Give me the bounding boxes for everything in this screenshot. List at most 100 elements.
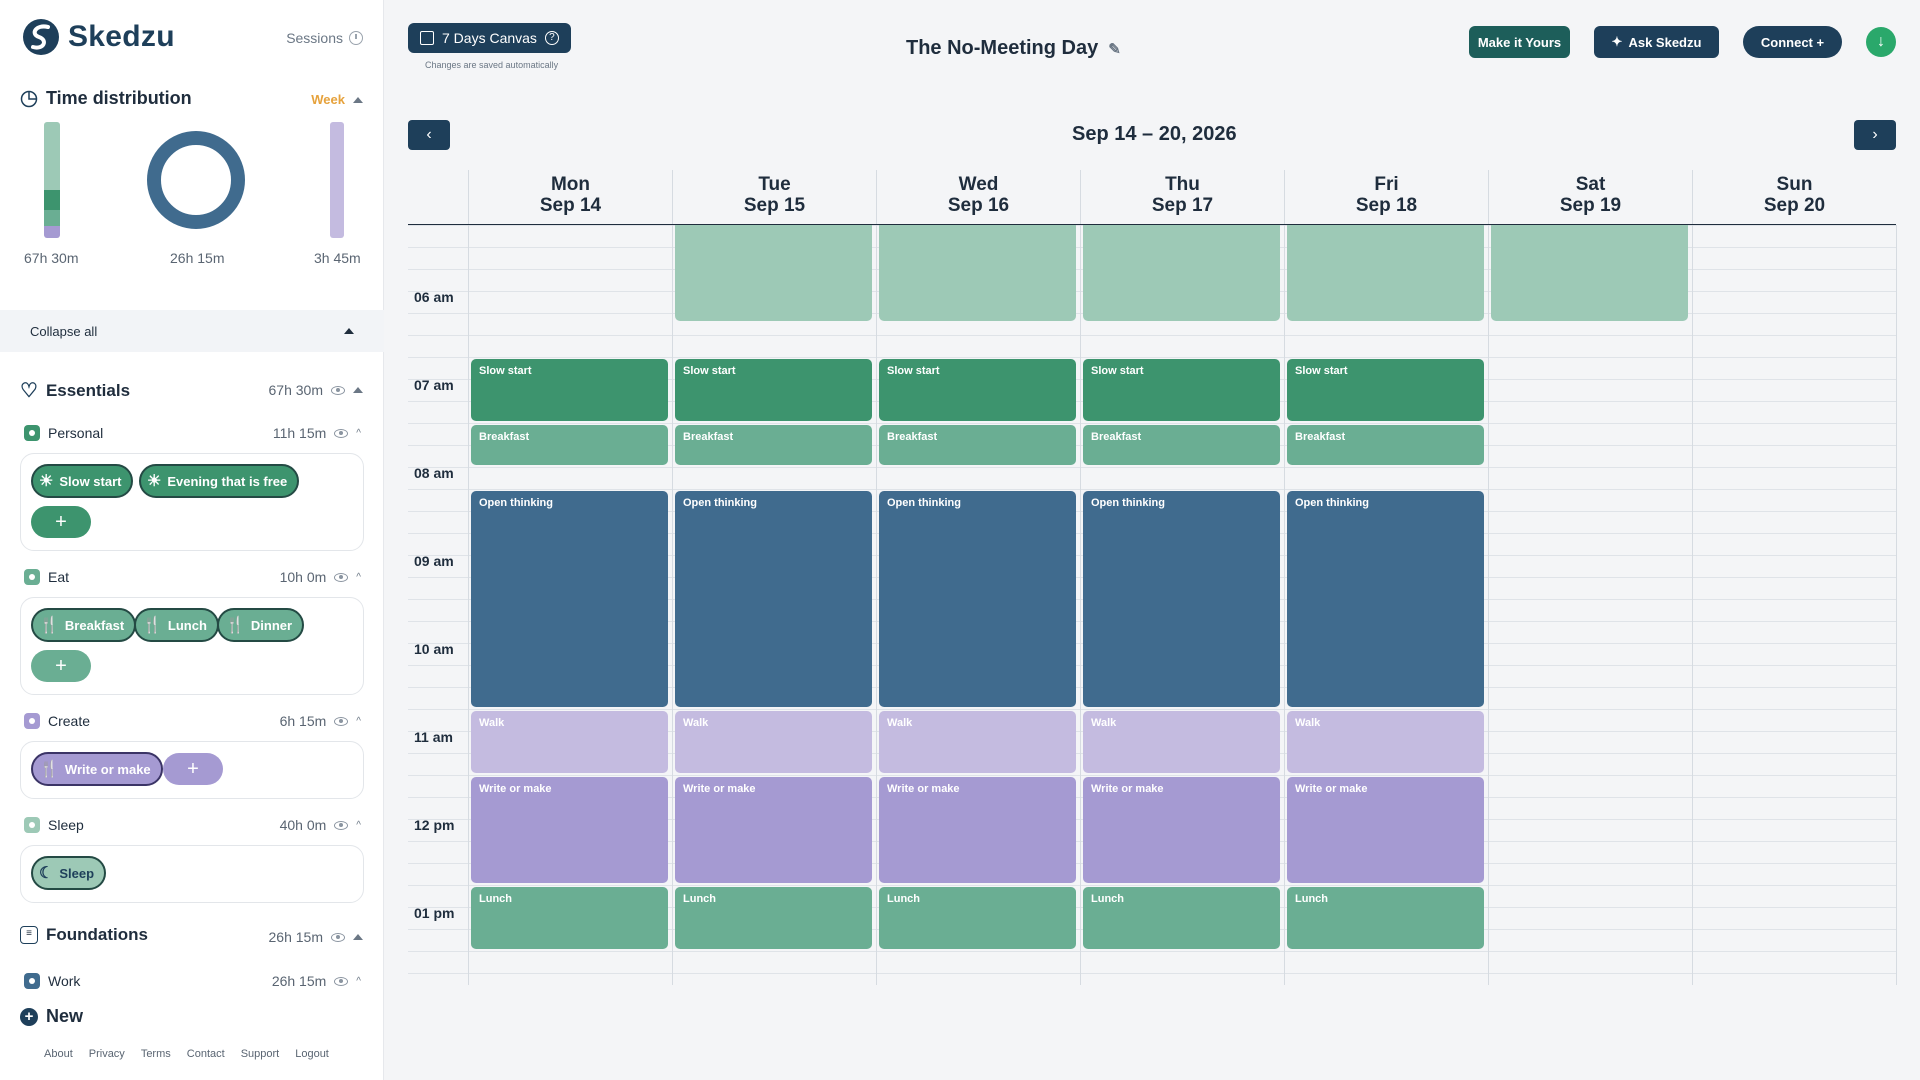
chip-evening-free[interactable]: ☀ Evening that is free — [139, 464, 300, 498]
canvas-selector-button[interactable]: 7 Days Canvas ? — [408, 23, 571, 53]
chevron-up-icon[interactable]: ^ — [356, 819, 361, 831]
chevron-left-icon: ‹ — [426, 126, 432, 143]
footer-link-terms[interactable]: Terms — [140, 1048, 171, 1060]
eye-icon[interactable] — [331, 932, 345, 942]
event-write-or-make[interactable]: Write or make — [471, 777, 668, 883]
event-walk[interactable]: Walk — [471, 711, 668, 773]
footer-link-support[interactable]: Support — [240, 1048, 280, 1060]
chevron-up-icon[interactable] — [353, 387, 363, 393]
connect-button[interactable]: Connect + — [1743, 26, 1842, 58]
chevron-up-icon[interactable]: ^ — [356, 427, 361, 439]
layout-icon — [420, 31, 434, 45]
edit-icon[interactable]: ✎ — [1108, 40, 1121, 58]
event-slow-start[interactable]: Slow start — [1083, 359, 1280, 421]
event-sleep[interactable] — [1083, 225, 1280, 321]
chip-dinner[interactable]: 🍴 Dinner — [217, 608, 305, 642]
eye-icon[interactable] — [334, 716, 349, 726]
grid-line — [408, 467, 1896, 468]
grid-line — [408, 709, 1896, 710]
event-write-or-make[interactable]: Write or make — [1083, 777, 1280, 883]
event-lunch[interactable]: Lunch — [675, 887, 872, 949]
event-lunch[interactable]: Lunch — [1287, 887, 1484, 949]
event-sleep[interactable] — [675, 225, 872, 321]
download-icon[interactable]: ↓ — [1866, 27, 1896, 57]
event-lunch[interactable]: Lunch — [1083, 887, 1280, 949]
day-name: Thu — [1165, 174, 1200, 195]
calendar-body[interactable]: 06 am 07 am 08 am 09 am 10 am 11 am 12 p… — [408, 224, 1897, 985]
foundations-category[interactable]: ≡ Foundations — [20, 925, 148, 945]
chip-write-or-make[interactable]: 🍴 Write or make — [31, 752, 163, 786]
event-lunch[interactable]: Lunch — [471, 887, 668, 949]
event-open-thinking[interactable]: Open thinking — [471, 491, 668, 707]
chip-slow-start[interactable]: ☀ Slow start — [31, 464, 134, 498]
footer-link-logout[interactable]: Logout — [295, 1048, 329, 1060]
event-sleep[interactable] — [879, 225, 1076, 321]
essentials-category[interactable]: ♡ Essentials — [20, 378, 130, 403]
event-walk[interactable]: Walk — [1083, 711, 1280, 773]
event-walk[interactable]: Walk — [879, 711, 1076, 773]
page-title[interactable]: The No-Meeting Day — [906, 37, 1099, 59]
eat-subcategory[interactable]: Eat — [24, 569, 69, 585]
event-lunch[interactable]: Lunch — [879, 887, 1076, 949]
event-breakfast[interactable]: Breakfast — [1287, 425, 1484, 465]
footer-link-privacy[interactable]: Privacy — [88, 1048, 125, 1060]
fork-knife-icon: 🍴 — [39, 617, 59, 634]
event-write-or-make[interactable]: Write or make — [879, 777, 1076, 883]
chevron-up-icon[interactable]: ^ — [356, 715, 361, 727]
sleep-subcategory[interactable]: Sleep — [24, 817, 84, 833]
make-it-yours-button[interactable]: Make it Yours — [1469, 26, 1570, 58]
collapse-all-button[interactable]: Collapse all — [0, 310, 384, 352]
event-breakfast[interactable]: Breakfast — [471, 425, 668, 465]
eye-icon[interactable] — [331, 385, 345, 395]
event-breakfast[interactable]: Breakfast — [675, 425, 872, 465]
grid-column-line — [672, 225, 673, 985]
event-slow-start[interactable]: Slow start — [879, 359, 1076, 421]
sessions-button[interactable]: Sessions — [286, 30, 363, 46]
footer-link-contact[interactable]: Contact — [186, 1048, 225, 1060]
work-subcategory[interactable]: Work — [24, 973, 80, 989]
event-open-thinking[interactable]: Open thinking — [1083, 491, 1280, 707]
add-eat-button[interactable]: + — [31, 650, 91, 682]
new-category-button[interactable]: + New — [20, 1006, 83, 1027]
chip-sleep[interactable]: ☾ Sleep — [31, 856, 107, 890]
eye-icon[interactable] — [334, 428, 349, 438]
ask-skedzu-button[interactable]: ✦ Ask Skedzu — [1594, 26, 1719, 58]
footer-link-about[interactable]: About — [44, 1048, 73, 1060]
app-logo[interactable]: Skedzu — [22, 18, 175, 56]
event-walk[interactable]: Walk — [1287, 711, 1484, 773]
event-write-or-make[interactable]: Write or make — [675, 777, 872, 883]
chevron-up-icon[interactable] — [353, 934, 363, 940]
event-slow-start[interactable]: Slow start — [675, 359, 872, 421]
eye-icon[interactable] — [334, 820, 349, 830]
chip-lunch[interactable]: 🍴 Lunch — [134, 608, 219, 642]
personal-subcategory[interactable]: Personal — [24, 425, 103, 441]
event-walk[interactable]: Walk — [675, 711, 872, 773]
next-week-button[interactable]: › — [1854, 120, 1896, 150]
event-slow-start[interactable]: Slow start — [1287, 359, 1484, 421]
chevron-up-icon[interactable]: ^ — [356, 975, 361, 987]
help-icon[interactable]: ? — [544, 31, 559, 45]
period-toggle[interactable]: Week — [311, 92, 363, 107]
chip-label: Breakfast — [64, 617, 125, 633]
event-open-thinking[interactable]: Open thinking — [675, 491, 872, 707]
event-write-or-make[interactable]: Write or make — [1287, 777, 1484, 883]
chip-breakfast[interactable]: 🍴 Breakfast — [31, 608, 137, 642]
plus-icon: + — [20, 1007, 38, 1026]
event-slow-start[interactable]: Slow start — [471, 359, 668, 421]
eat-controls: 10h 0m ^ — [280, 569, 361, 585]
event-open-thinking[interactable]: Open thinking — [879, 491, 1076, 707]
eye-icon[interactable] — [334, 976, 349, 986]
prev-week-button[interactable]: ‹ — [408, 120, 450, 150]
event-sleep[interactable] — [1491, 225, 1688, 321]
chevron-up-icon[interactable]: ^ — [356, 571, 361, 583]
eye-icon[interactable] — [334, 572, 349, 582]
period-label: Week — [311, 92, 345, 107]
add-personal-button[interactable]: + — [31, 506, 91, 538]
day-header-tue: Tue Sep 15 — [672, 170, 876, 224]
event-breakfast[interactable]: Breakfast — [879, 425, 1076, 465]
event-breakfast[interactable]: Breakfast — [1083, 425, 1280, 465]
event-open-thinking[interactable]: Open thinking — [1287, 491, 1484, 707]
add-create-button[interactable]: + — [163, 753, 223, 785]
create-subcategory[interactable]: Create — [24, 713, 90, 729]
event-sleep[interactable] — [1287, 225, 1484, 321]
